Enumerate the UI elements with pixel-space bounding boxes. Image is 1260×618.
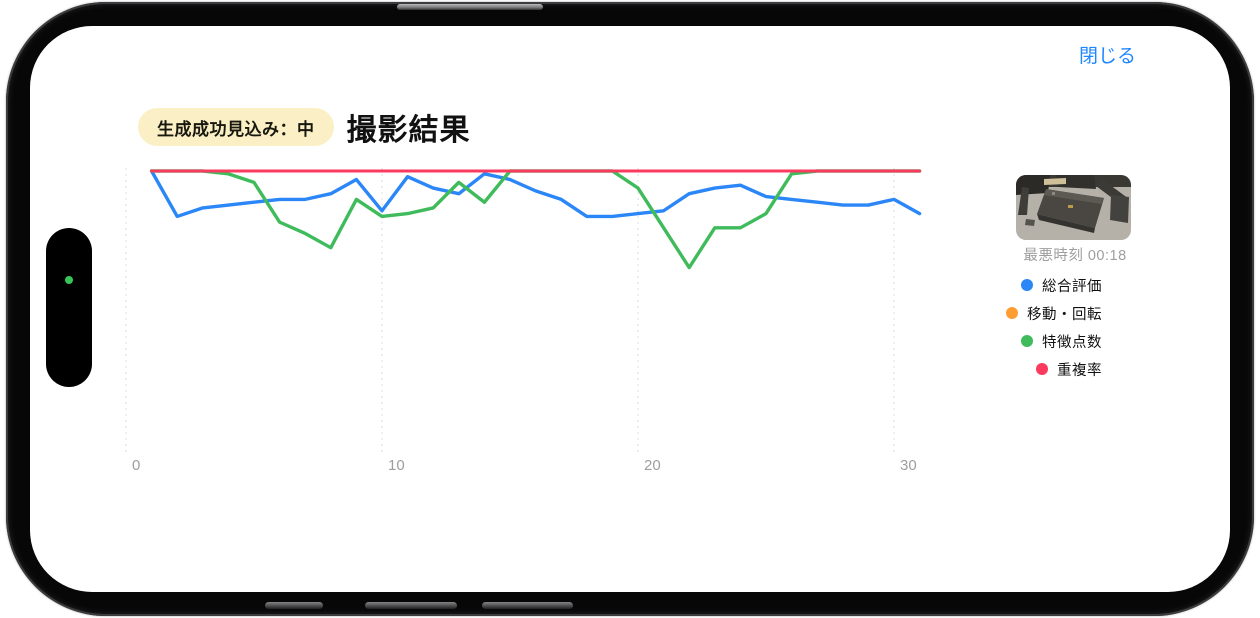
legend-label: 重複率 [1057, 362, 1102, 379]
legend-dot-icon [1021, 279, 1033, 291]
x-tick-label: 30 [900, 457, 917, 474]
series-特徴点数 [149, 169, 922, 270]
legend-dot-icon [1006, 307, 1018, 319]
series-総合評価 [149, 169, 922, 219]
phone-frame: 閉じる 生成成功見込み：中 撮影結果 0 10 20 30 [6, 2, 1254, 616]
dynamic-island [46, 228, 92, 387]
side-button [397, 4, 543, 10]
worst-frame-photo [1016, 175, 1131, 240]
legend-item: 重複率 [1036, 361, 1102, 379]
phone-screen: 閉じる 生成成功見込み：中 撮影結果 0 10 20 30 [30, 26, 1230, 592]
close-button[interactable]: 閉じる [1078, 46, 1136, 67]
legend-item: 特徴点数 [1021, 333, 1102, 351]
legend-label: 移動・回転 [1027, 306, 1102, 323]
worst-frame-caption: 最悪時刻 00:18 [1023, 248, 1127, 264]
legend-label: 特徴点数 [1042, 334, 1102, 351]
page-title: 撮影結果 [346, 114, 471, 147]
legend: 総合評価移動・回転特徴点数重複率 [1006, 277, 1102, 379]
legend-item: 移動・回転 [1006, 305, 1102, 323]
header: 生成成功見込み：中 撮影結果 [138, 105, 471, 149]
volume-up-button [265, 602, 323, 609]
legend-item: 総合評価 [1021, 277, 1102, 295]
volume-down-button [365, 602, 457, 609]
camera-active-indicator-icon [65, 276, 73, 284]
x-tick-label: 10 [388, 457, 405, 474]
worst-frame-thumbnail [1016, 175, 1131, 240]
legend-dot-icon [1021, 335, 1033, 347]
legend-dot-icon [1036, 363, 1048, 375]
results-line-chart: 0 10 20 30 [125, 168, 922, 474]
legend-label: 総合評価 [1042, 278, 1102, 295]
x-tick-label: 0 [132, 457, 140, 474]
x-tick-label: 20 [644, 457, 661, 474]
success-estimate-badge: 生成成功見込み：中 [138, 108, 334, 146]
power-button [482, 602, 573, 609]
